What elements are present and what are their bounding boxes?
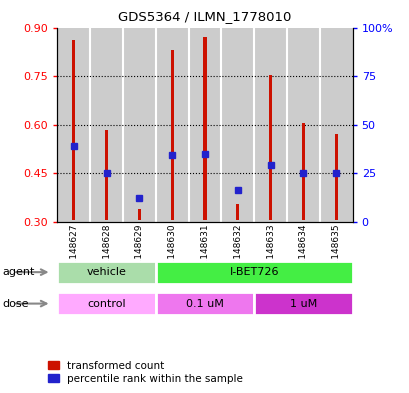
Bar	[221, 28, 254, 222]
Legend: transformed count, percentile rank within the sample: transformed count, percentile rank withi…	[46, 358, 245, 386]
Bar	[105, 130, 108, 220]
Bar	[57, 292, 155, 315]
Bar	[268, 75, 272, 220]
Text: 0.1 uM: 0.1 uM	[186, 299, 223, 309]
Bar	[155, 28, 188, 222]
Bar	[57, 28, 90, 222]
Bar	[72, 40, 75, 220]
Bar	[123, 28, 155, 222]
Bar	[155, 292, 254, 315]
Bar	[57, 261, 155, 284]
Bar	[90, 28, 123, 222]
Bar	[203, 37, 206, 220]
Text: 1 uM: 1 uM	[289, 299, 316, 309]
Bar	[236, 204, 239, 220]
Text: vehicle: vehicle	[86, 267, 126, 277]
Bar	[155, 261, 352, 284]
Text: control: control	[87, 299, 126, 309]
Text: agent: agent	[2, 267, 34, 277]
Bar	[254, 28, 286, 222]
Bar	[188, 28, 221, 222]
Text: dose: dose	[2, 299, 29, 309]
Bar	[319, 28, 352, 222]
Bar	[301, 123, 304, 220]
Bar	[137, 209, 141, 220]
Bar	[334, 134, 337, 220]
Bar	[254, 292, 352, 315]
Bar	[286, 28, 319, 222]
Text: GDS5364 / ILMN_1778010: GDS5364 / ILMN_1778010	[118, 10, 291, 23]
Bar	[170, 50, 173, 220]
Text: I-BET726: I-BET726	[229, 267, 278, 277]
